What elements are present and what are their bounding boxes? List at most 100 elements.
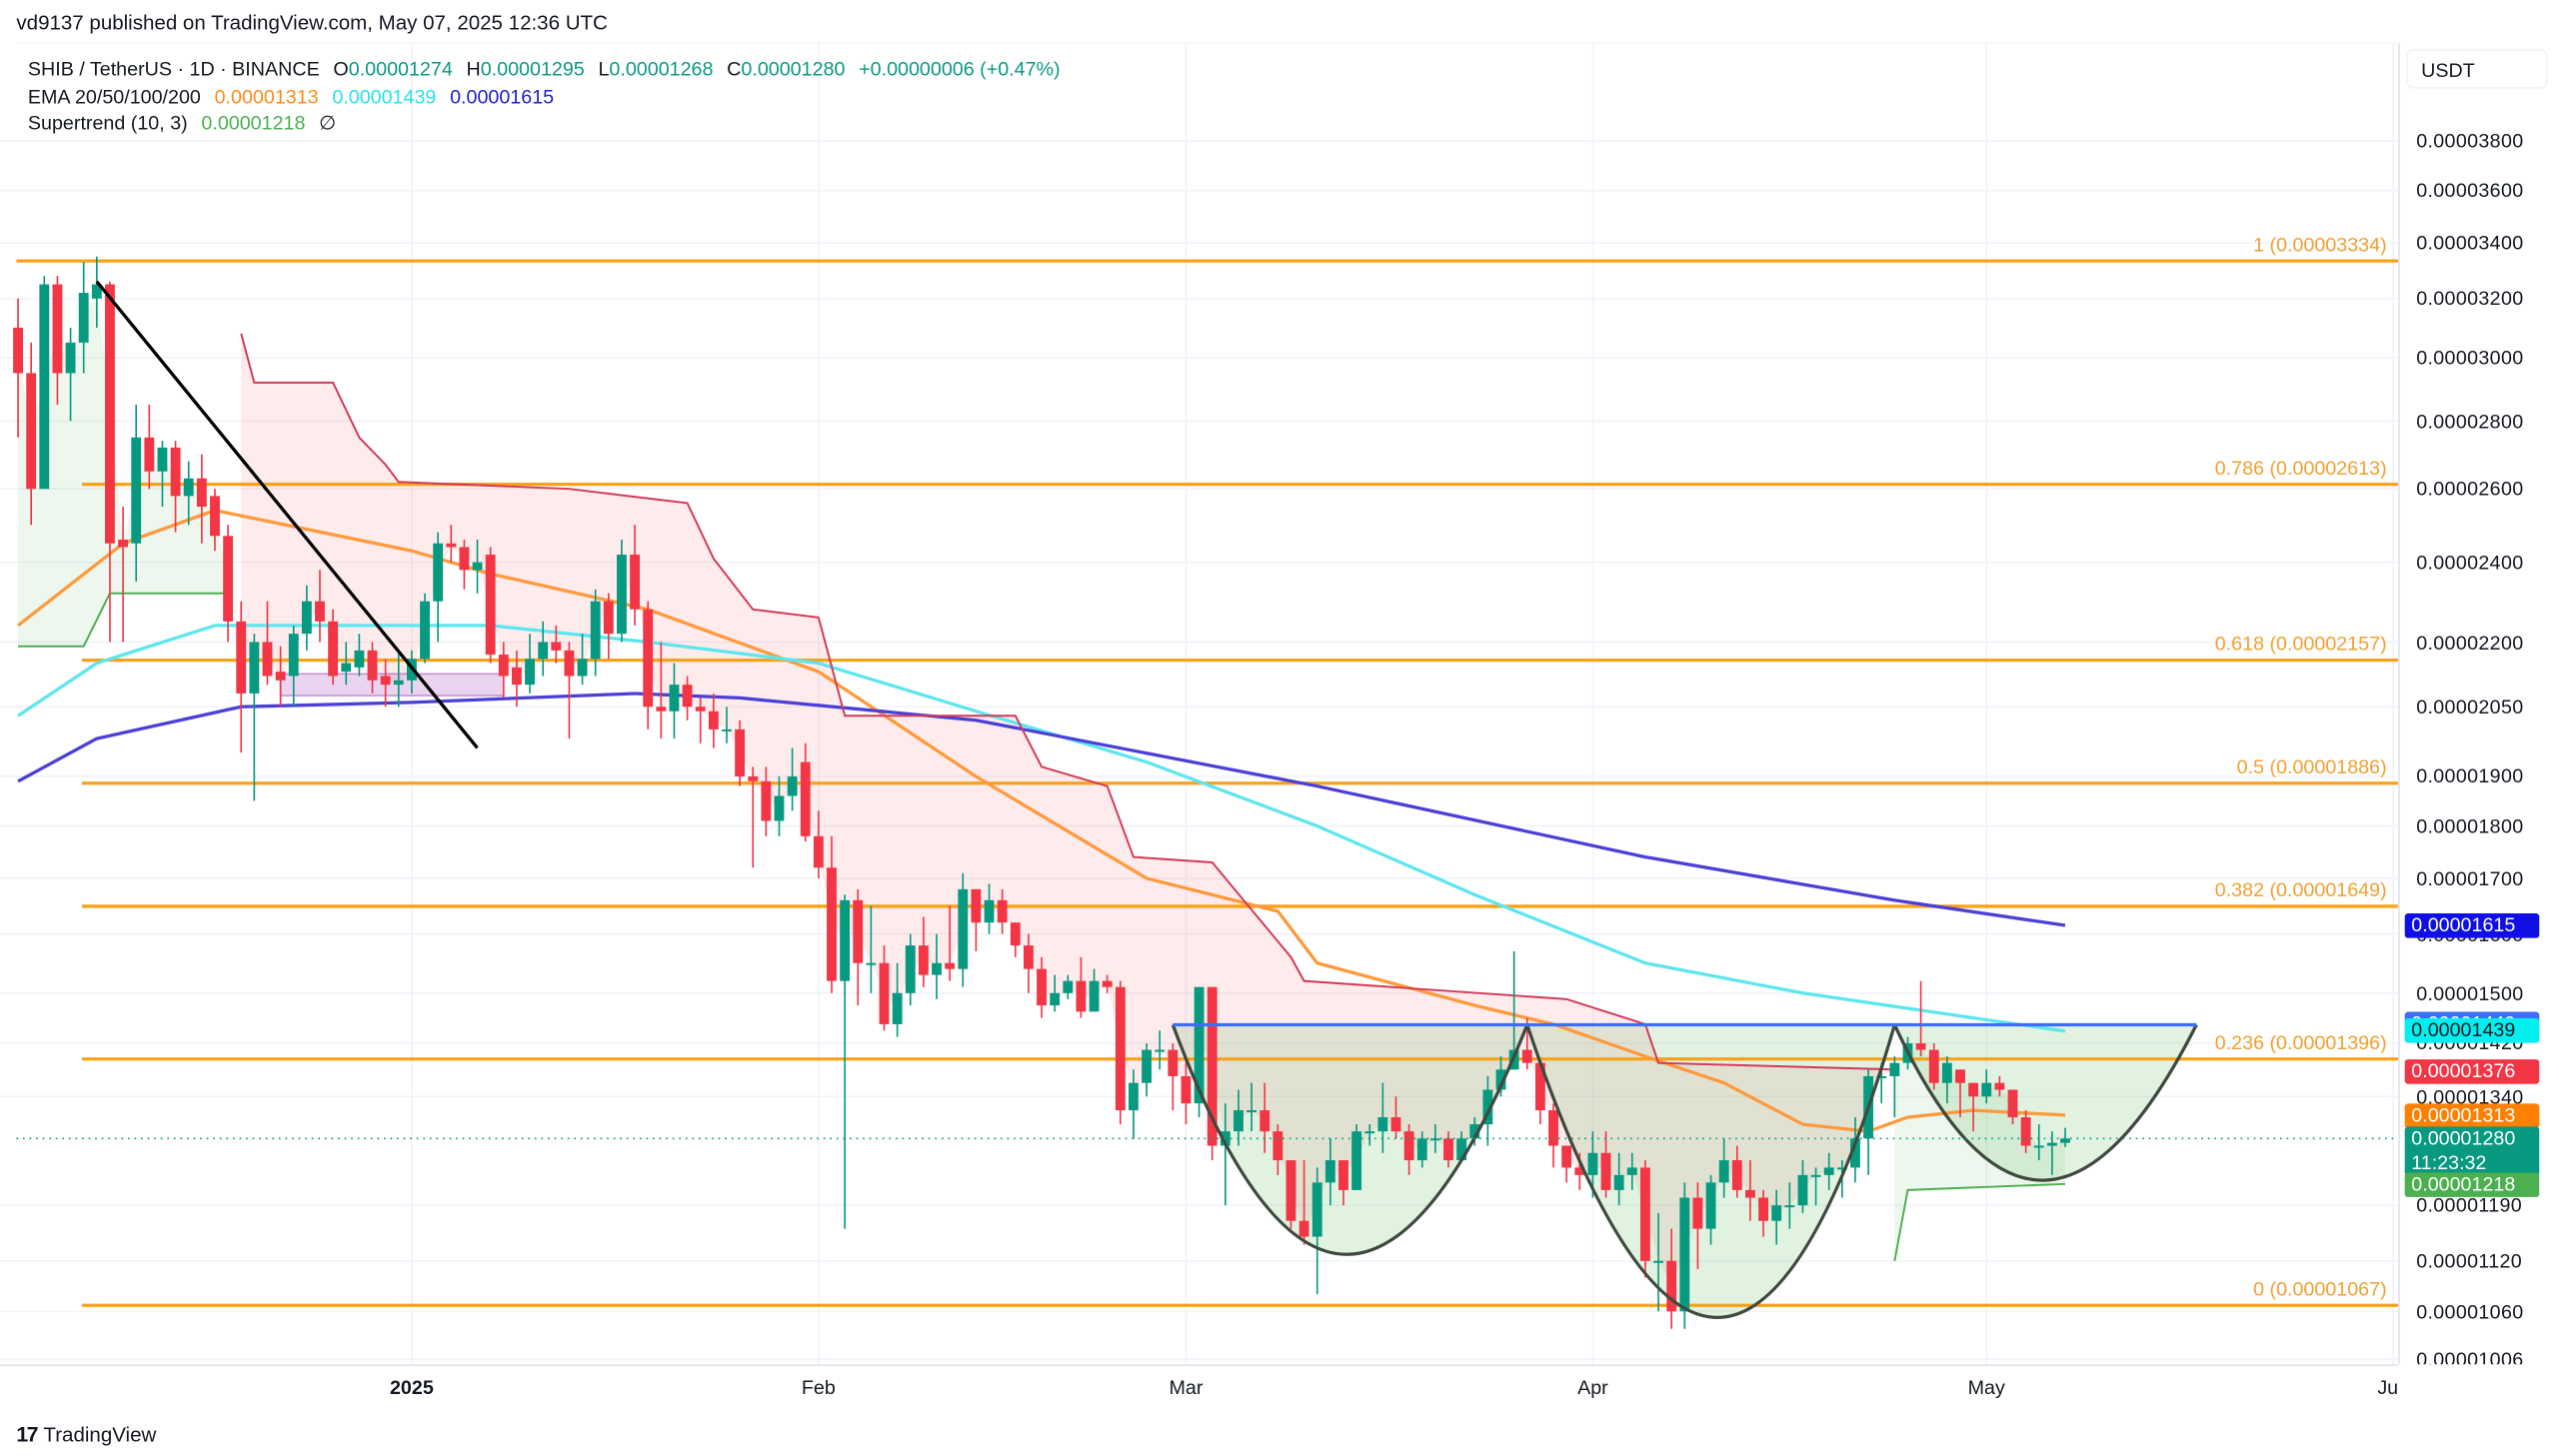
- ema-line-ema20[interactable]: [17, 509, 2066, 1133]
- candle[interactable]: [420, 593, 430, 664]
- candle[interactable]: [328, 609, 339, 686]
- candle[interactable]: [2060, 1127, 2070, 1147]
- downtrend-line[interactable]: [95, 280, 479, 749]
- candle[interactable]: [1810, 1167, 1821, 1206]
- candle[interactable]: [1784, 1182, 1795, 1229]
- candle[interactable]: [1968, 1082, 1979, 1132]
- candle[interactable]: [1324, 1138, 1335, 1206]
- candle[interactable]: [1640, 1160, 1650, 1278]
- candle[interactable]: [630, 525, 640, 626]
- candle[interactable]: [170, 441, 181, 533]
- candle[interactable]: [118, 507, 128, 643]
- candle[interactable]: [1050, 974, 1061, 1012]
- candle[interactable]: [761, 766, 772, 836]
- candle[interactable]: [341, 642, 352, 686]
- candle[interactable]: [813, 810, 824, 878]
- candle[interactable]: [2020, 1110, 2031, 1153]
- candle[interactable]: [367, 642, 378, 694]
- candle[interactable]: [1247, 1082, 1258, 1132]
- candle[interactable]: [958, 872, 969, 987]
- candle[interactable]: [1679, 1182, 1690, 1329]
- candle[interactable]: [1771, 1189, 1782, 1245]
- cup-arc[interactable]: [1171, 1023, 1529, 1256]
- candle[interactable]: [918, 916, 929, 987]
- candle[interactable]: [774, 775, 785, 836]
- candle[interactable]: [236, 601, 247, 753]
- candle[interactable]: [1561, 1145, 1572, 1183]
- candle[interactable]: [643, 601, 654, 729]
- candle[interactable]: [551, 625, 562, 664]
- support-rectangle[interactable]: [279, 673, 505, 697]
- candle[interactable]: [1653, 1212, 1663, 1312]
- candle[interactable]: [511, 650, 522, 708]
- candle[interactable]: [827, 835, 837, 993]
- candle[interactable]: [932, 933, 942, 999]
- candle[interactable]: [485, 547, 496, 664]
- candle[interactable]: [262, 601, 273, 686]
- candle[interactable]: [1155, 1030, 1166, 1070]
- candle[interactable]: [1705, 1174, 1716, 1245]
- candle[interactable]: [1758, 1189, 1768, 1237]
- candle[interactable]: [1941, 1056, 1952, 1104]
- candle[interactable]: [13, 298, 23, 438]
- candle[interactable]: [223, 525, 234, 643]
- candle[interactable]: [1102, 974, 1113, 993]
- candle[interactable]: [879, 945, 890, 1031]
- candle[interactable]: [78, 262, 89, 374]
- candle[interactable]: [1692, 1182, 1703, 1270]
- candle[interactable]: [1981, 1069, 1992, 1104]
- candle[interactable]: [1377, 1082, 1388, 1153]
- candle[interactable]: [1600, 1131, 1611, 1198]
- candle[interactable]: [2007, 1089, 2018, 1125]
- candle[interactable]: [105, 281, 115, 643]
- candle[interactable]: [997, 888, 1008, 934]
- supertrend-up-line[interactable]: [18, 592, 229, 648]
- candle[interactable]: [301, 585, 312, 651]
- candle[interactable]: [722, 707, 732, 743]
- candle[interactable]: [1298, 1160, 1309, 1245]
- candle[interactable]: [590, 589, 601, 677]
- candle[interactable]: [538, 621, 549, 677]
- candle[interactable]: [446, 525, 457, 563]
- candle[interactable]: [354, 634, 365, 677]
- candle[interactable]: [1076, 956, 1087, 1018]
- ema-line-ema50[interactable]: [17, 624, 2066, 1033]
- candle[interactable]: [1403, 1124, 1414, 1175]
- candle[interactable]: [669, 663, 680, 739]
- candle[interactable]: [1745, 1160, 1755, 1221]
- candle[interactable]: [892, 962, 903, 1037]
- candle[interactable]: [26, 342, 37, 526]
- candle[interactable]: [65, 327, 76, 422]
- cup-arc[interactable]: [1525, 1024, 1896, 1319]
- candle[interactable]: [1168, 1043, 1179, 1111]
- candle[interactable]: [735, 720, 746, 786]
- candle[interactable]: [1456, 1131, 1467, 1161]
- currency-selector[interactable]: USDT: [2406, 49, 2548, 89]
- candle[interactable]: [249, 634, 260, 801]
- candle[interactable]: [380, 659, 391, 708]
- candle[interactable]: [393, 650, 404, 708]
- candle[interactable]: [1181, 1056, 1192, 1125]
- candle[interactable]: [196, 454, 207, 544]
- candle[interactable]: [2033, 1124, 2044, 1161]
- candle[interactable]: [1364, 1124, 1375, 1146]
- supertrend-legend-row[interactable]: Supertrend (10, 3) 0.00001218 ∅: [28, 110, 1061, 137]
- candle[interactable]: [682, 676, 693, 721]
- candle[interactable]: [1234, 1089, 1244, 1146]
- candle[interactable]: [1613, 1152, 1624, 1206]
- candle[interactable]: [800, 742, 811, 841]
- candle[interactable]: [1666, 1228, 1677, 1329]
- candle[interactable]: [157, 441, 168, 508]
- candle[interactable]: [1220, 1103, 1231, 1206]
- cup-arc[interactable]: [1892, 1023, 2198, 1182]
- candle[interactable]: [984, 883, 995, 934]
- candle[interactable]: [183, 461, 194, 526]
- candle[interactable]: [1534, 1062, 1545, 1125]
- candle[interactable]: [1037, 956, 1047, 1018]
- candle[interactable]: [459, 540, 470, 590]
- candle[interactable]: [1273, 1124, 1283, 1175]
- candle[interactable]: [1915, 980, 1926, 1057]
- candle[interactable]: [1443, 1131, 1453, 1168]
- candle[interactable]: [39, 276, 50, 490]
- candle[interactable]: [1416, 1131, 1427, 1168]
